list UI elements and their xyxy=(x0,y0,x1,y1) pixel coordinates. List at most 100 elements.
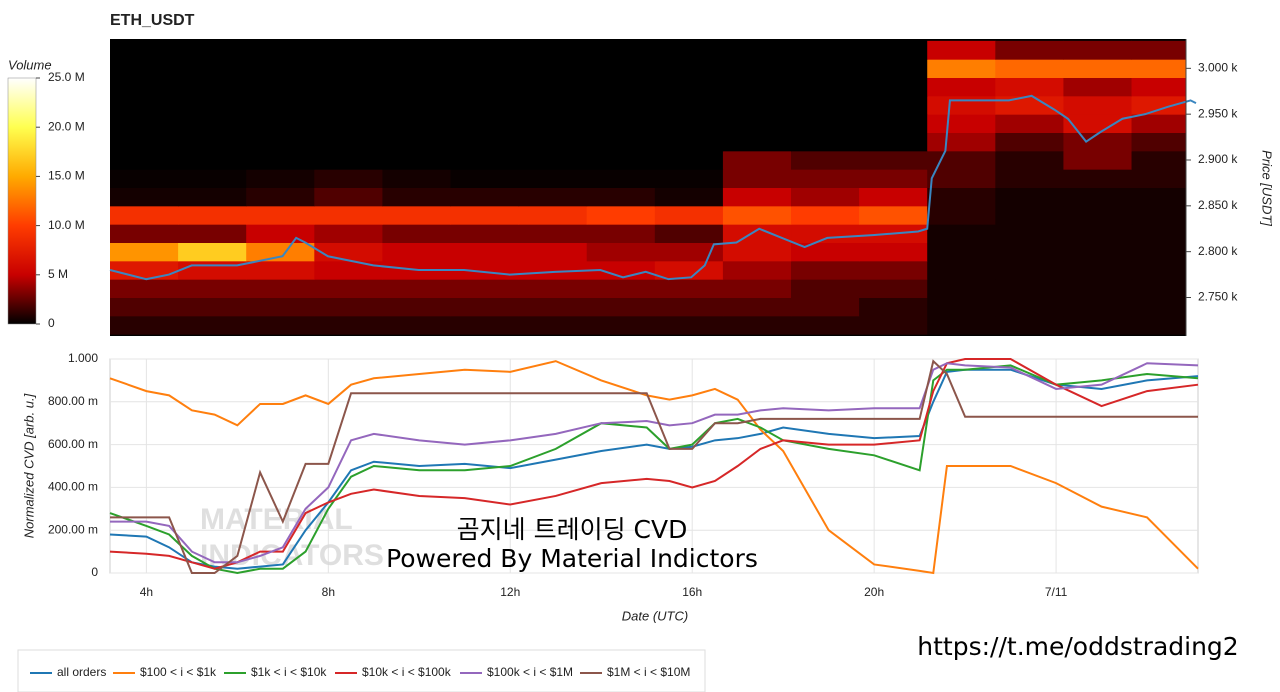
heatmap-cell xyxy=(314,77,383,97)
heatmap-cell xyxy=(246,297,315,317)
heatmap-cell xyxy=(450,187,520,207)
heatmap-cell xyxy=(995,205,1064,225)
heatmap-cell xyxy=(450,59,520,78)
heatmap-cell xyxy=(791,59,860,78)
heatmap-cell xyxy=(246,242,315,262)
heatmap-cell xyxy=(518,224,588,243)
heatmap-cell xyxy=(178,169,247,188)
heatmap-cell xyxy=(995,77,1064,97)
heatmap-cell xyxy=(450,205,520,225)
heatmap-cell xyxy=(927,315,996,335)
heatmap-cell xyxy=(314,169,383,188)
heatmap-cell xyxy=(927,40,996,60)
heatmap-cell xyxy=(791,150,860,170)
heatmap-cell xyxy=(1131,242,1187,262)
heatmap-cell xyxy=(586,224,656,243)
heatmap-cell xyxy=(1063,205,1133,225)
heatmap-cell xyxy=(110,297,179,317)
heatmap-cell xyxy=(246,315,315,335)
heatmap-cell xyxy=(1063,187,1133,207)
heatmap-cell xyxy=(110,132,179,152)
heatmap-cell xyxy=(518,169,588,188)
colorbar-title: Volume xyxy=(8,57,52,72)
heatmap-cell xyxy=(110,187,179,207)
heatmap-cell xyxy=(722,260,792,280)
heatmap-cell xyxy=(859,205,928,225)
y2-tick-label: 2.850 k xyxy=(1198,198,1238,212)
heatmap-cell xyxy=(178,297,247,317)
heatmap-cell xyxy=(518,315,588,335)
heatmap-cell xyxy=(178,279,247,298)
heatmap-cell xyxy=(995,114,1064,133)
heatmap-cell xyxy=(586,59,656,78)
heatmap-cell xyxy=(1131,224,1187,243)
heatmap-cell xyxy=(654,279,724,298)
heatmap-cell xyxy=(246,169,315,188)
heatmap-cell xyxy=(1063,315,1133,335)
heatmap-cell xyxy=(859,114,928,133)
heatmap-cell xyxy=(1131,114,1187,133)
heatmap-cell xyxy=(450,242,520,262)
heatmap-cell xyxy=(859,40,928,60)
heatmap-cell xyxy=(722,224,792,243)
y2-tick-label: 2.900 k xyxy=(1198,152,1238,166)
heatmap-cell xyxy=(382,205,452,225)
heatmap-cell xyxy=(791,224,860,243)
heatmap-cell xyxy=(178,95,247,115)
heatmap-cell xyxy=(995,242,1064,262)
legend-label: $100k < i < $1M xyxy=(487,665,573,679)
heatmap-cell xyxy=(654,187,724,207)
y-tick-label: 600.00 m xyxy=(48,437,98,451)
heatmap-cell xyxy=(450,224,520,243)
heatmap-cell xyxy=(246,114,315,133)
heatmap-cell xyxy=(927,114,996,133)
heatmap-cell xyxy=(518,260,588,280)
heatmap-cell xyxy=(518,77,588,97)
heatmap-cell xyxy=(1131,315,1187,335)
heatmap-cell xyxy=(518,279,588,298)
y-tick-label: 1.000 xyxy=(68,351,98,365)
heatmap-cell xyxy=(586,279,656,298)
heatmap-cell xyxy=(586,77,656,97)
heatmap-cell xyxy=(1063,114,1133,133)
heatmap-cell xyxy=(110,242,179,262)
heatmap-cell xyxy=(654,224,724,243)
heatmap-cell xyxy=(722,95,792,115)
heatmap-cell xyxy=(859,315,928,335)
heatmap-cell xyxy=(586,242,656,262)
heatmap-cell xyxy=(246,205,315,225)
heatmap-cell xyxy=(382,132,452,152)
heatmap-cell xyxy=(927,297,996,317)
heatmap-cell xyxy=(314,187,383,207)
heatmap-cell xyxy=(518,95,588,115)
heatmap-cell xyxy=(722,150,792,170)
heatmap-cell xyxy=(586,95,656,115)
heatmap-cell xyxy=(1131,169,1187,188)
heatmap-cell xyxy=(1131,260,1187,280)
heatmap-cell xyxy=(314,242,383,262)
heatmap-cell xyxy=(450,169,520,188)
heatmap-cell xyxy=(995,150,1064,170)
heatmap-cell xyxy=(1131,40,1187,60)
heatmap-cell xyxy=(791,297,860,317)
y-tick-label: 200.00 m xyxy=(48,522,98,536)
heatmap-cell xyxy=(1131,279,1187,298)
heatmap-cell xyxy=(382,315,452,335)
heatmap-cell xyxy=(314,315,383,335)
heatmap-cell xyxy=(791,205,860,225)
heatmap-cell xyxy=(586,297,656,317)
heatmap-cell xyxy=(1063,132,1133,152)
heatmap-cell xyxy=(1063,224,1133,243)
colorbar-tick-label: 5 M xyxy=(48,267,68,281)
heatmap-cell xyxy=(178,114,247,133)
heatmap-cell xyxy=(246,187,315,207)
heatmap-cell xyxy=(791,77,860,97)
heatmap-cell xyxy=(927,59,996,78)
heatmap-cell xyxy=(586,150,656,170)
heatmap-cell xyxy=(178,132,247,152)
heatmap-cell xyxy=(110,40,179,60)
heatmap-cell xyxy=(450,260,520,280)
colorbar-tick-label: 10.0 M xyxy=(48,218,85,232)
y-axis-label: Normalized CVD [arb. u.] xyxy=(21,393,36,538)
heatmap-cell xyxy=(654,205,724,225)
